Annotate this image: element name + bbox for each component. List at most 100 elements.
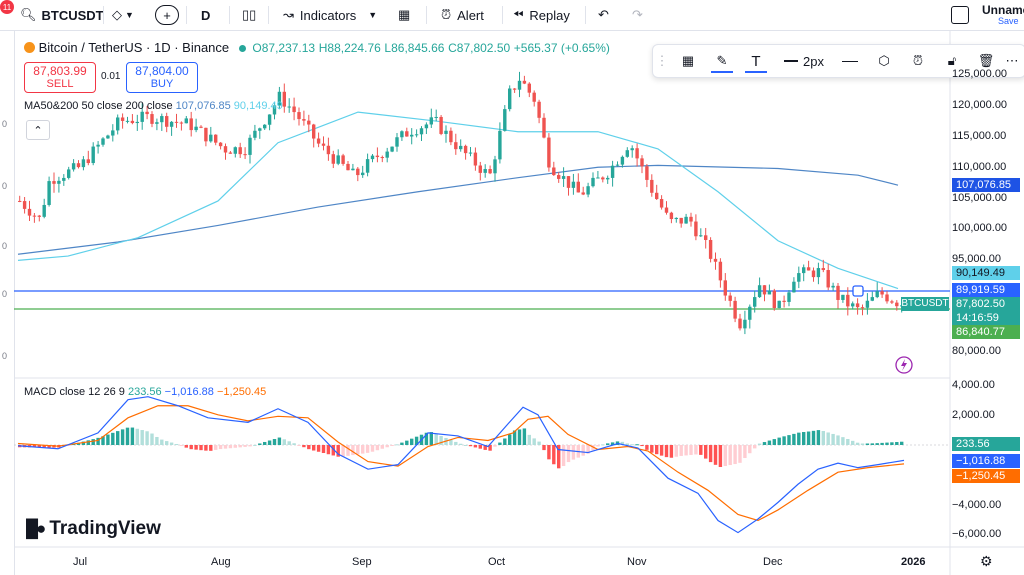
candle-body xyxy=(258,128,262,131)
histogram-bar xyxy=(140,430,144,445)
candle xyxy=(797,266,801,289)
candle xyxy=(365,153,370,177)
layout-name[interactable]: Unname xyxy=(982,3,1024,17)
candle-body xyxy=(802,267,806,274)
delete-button[interactable]: 🗑︎ xyxy=(975,51,997,71)
candle-body xyxy=(312,124,316,139)
candle xyxy=(493,155,497,182)
drag-handle[interactable]: ⋮ xyxy=(655,53,669,68)
macd-legend[interactable]: MACD close 12 26 9 233.56 −1,016.88 −1,2… xyxy=(24,386,266,398)
candle xyxy=(865,293,870,315)
compare-add-button[interactable]: + xyxy=(155,5,179,25)
chart-type-button[interactable]: ▯▯ xyxy=(242,4,256,26)
templates-button[interactable]: ▦ xyxy=(677,51,699,71)
histogram-bar xyxy=(390,445,394,446)
save-link[interactable]: Save xyxy=(998,16,1019,26)
histogram-bar xyxy=(468,445,473,447)
candle xyxy=(679,217,683,228)
alert-button[interactable]: ⏰︎ Alert xyxy=(441,4,484,26)
histogram-bar xyxy=(346,445,350,456)
lock-button[interactable]: 🔓︎ xyxy=(941,51,963,71)
histogram-bar xyxy=(802,432,806,445)
macd-line-tag: −1,016.88 xyxy=(952,454,1020,468)
buy-button[interactable]: 87,804.00 BUY xyxy=(126,62,198,93)
candle-body xyxy=(753,297,757,307)
candle-body xyxy=(483,169,487,173)
candle-body xyxy=(400,131,404,138)
flash-icon[interactable] xyxy=(895,356,913,374)
candle xyxy=(635,143,639,167)
interval-button[interactable]: D xyxy=(201,7,211,23)
histogram-bar xyxy=(326,445,331,455)
histogram-bar xyxy=(375,445,380,451)
candle xyxy=(179,121,184,131)
candle xyxy=(336,149,340,166)
symbol-type-dropdown[interactable]: ◇ ▼ xyxy=(112,4,134,26)
chevron-down-icon: ▼ xyxy=(125,10,134,20)
candle-body xyxy=(125,120,130,122)
histogram-bar xyxy=(757,443,762,445)
indicators-button[interactable]: ↝ Indicators ▼ xyxy=(283,4,377,26)
line-width-button[interactable]: 2px xyxy=(779,51,829,71)
layout-checkbox[interactable] xyxy=(951,6,969,24)
histogram-bar xyxy=(777,437,781,445)
redo-button[interactable]: ↷ xyxy=(632,4,643,26)
histogram-bar xyxy=(512,430,517,445)
candle-body xyxy=(591,177,595,187)
histogram-bar xyxy=(184,445,188,448)
candle-body xyxy=(865,300,870,308)
time-tick: Nov xyxy=(627,556,647,568)
candle-body xyxy=(76,163,81,168)
histogram-bar xyxy=(581,445,585,456)
more-button[interactable]: ⋯ xyxy=(1005,51,1019,71)
line-color-button[interactable]: ✎ xyxy=(711,51,733,73)
candle xyxy=(253,124,257,141)
candle-body xyxy=(410,134,414,137)
ma-legend[interactable]: MA50&200 50 close 200 close 107,076.85 9… xyxy=(24,100,283,112)
histogram-bar xyxy=(851,440,855,445)
time-tick: Dec xyxy=(763,556,783,568)
notification-badge[interactable]: 11 xyxy=(0,0,14,14)
candle xyxy=(57,176,61,193)
add-alert-button[interactable]: ⏰︎ xyxy=(907,51,929,71)
candle-body xyxy=(547,137,551,168)
layouts-button[interactable]: ▦ xyxy=(398,4,410,26)
object-settings-button[interactable]: ⬡ xyxy=(873,51,895,71)
candle xyxy=(718,258,723,288)
histogram-bar xyxy=(508,434,512,445)
line-anchor-handle[interactable] xyxy=(852,285,864,297)
candle-body xyxy=(336,155,340,164)
histogram-bar xyxy=(659,445,664,456)
candle-body xyxy=(659,199,664,208)
rewind-icon: ⏪︎ xyxy=(513,7,524,22)
text-color-button[interactable]: T xyxy=(745,51,767,73)
histogram-bar xyxy=(630,444,634,446)
candle-body xyxy=(890,301,894,303)
legend-title[interactable]: Bitcoin / TetherUS · 1D · Binance xyxy=(38,40,230,55)
histogram-bar xyxy=(316,445,321,452)
histogram-bar xyxy=(728,445,732,466)
replay-button[interactable]: ⏪︎ Replay xyxy=(513,4,570,26)
candle-body xyxy=(601,177,605,180)
symbol-search-button[interactable]: 🔍︎ BTCUSDT xyxy=(20,4,104,26)
candle xyxy=(547,133,551,172)
macd-tick: −6,000.00 xyxy=(952,528,1002,540)
candle xyxy=(145,105,149,120)
line-style-button[interactable] xyxy=(839,51,861,71)
candle-body xyxy=(532,92,536,102)
histogram-bar xyxy=(292,443,296,445)
settings-gear-icon[interactable]: ⚙︎ xyxy=(980,553,993,569)
histogram-bar xyxy=(498,442,502,445)
candle-body xyxy=(282,91,286,107)
collapse-legend-button[interactable]: ⌃ xyxy=(26,120,50,140)
tradingview-logo[interactable]: █● TradingView xyxy=(26,518,161,540)
candle xyxy=(194,118,198,133)
undo-button[interactable]: ↶ xyxy=(598,4,609,26)
sell-button[interactable]: 87,803.99 SELL xyxy=(24,62,96,93)
candle-body xyxy=(321,143,326,146)
chevron-down-icon: ▼ xyxy=(368,10,378,20)
candle xyxy=(52,172,56,193)
candle xyxy=(728,292,732,307)
candle-body xyxy=(620,156,625,165)
